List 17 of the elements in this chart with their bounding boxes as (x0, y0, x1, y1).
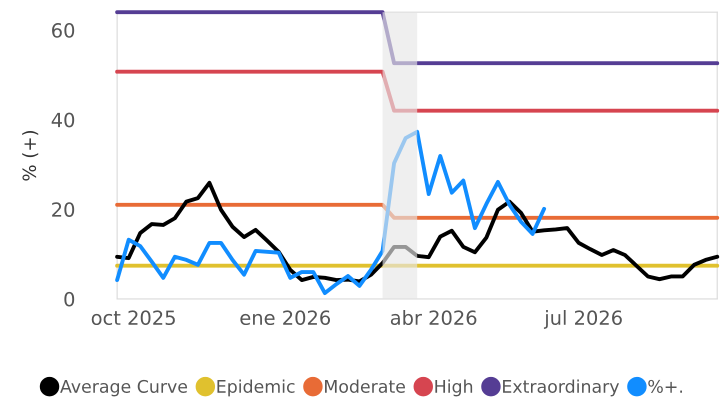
y-axis-title: % (+) (22, 131, 38, 181)
legend-label: Moderate (325, 380, 405, 393)
y-tick-label: 20 (52, 202, 74, 217)
legend-label: Average Curve (60, 380, 188, 396)
legend-label: High (435, 380, 472, 396)
x-tick-label: ene 2026 (240, 310, 330, 326)
legend-label: Extraordinary (503, 380, 620, 396)
x-tick-label: jul 2026 (544, 310, 622, 329)
y-tick-label: 40 (52, 112, 74, 128)
x-tick-label: oct 2025 (92, 310, 175, 326)
line-series (115, 180, 720, 284)
legend-label: Epidemic (217, 380, 294, 396)
legend-label: %+. (648, 380, 682, 393)
y-tick-label: 60 (52, 23, 74, 38)
y-tick-label: 0 (64, 292, 74, 307)
line-series (115, 130, 546, 296)
x-tick-label: abr 2026 (390, 310, 476, 326)
